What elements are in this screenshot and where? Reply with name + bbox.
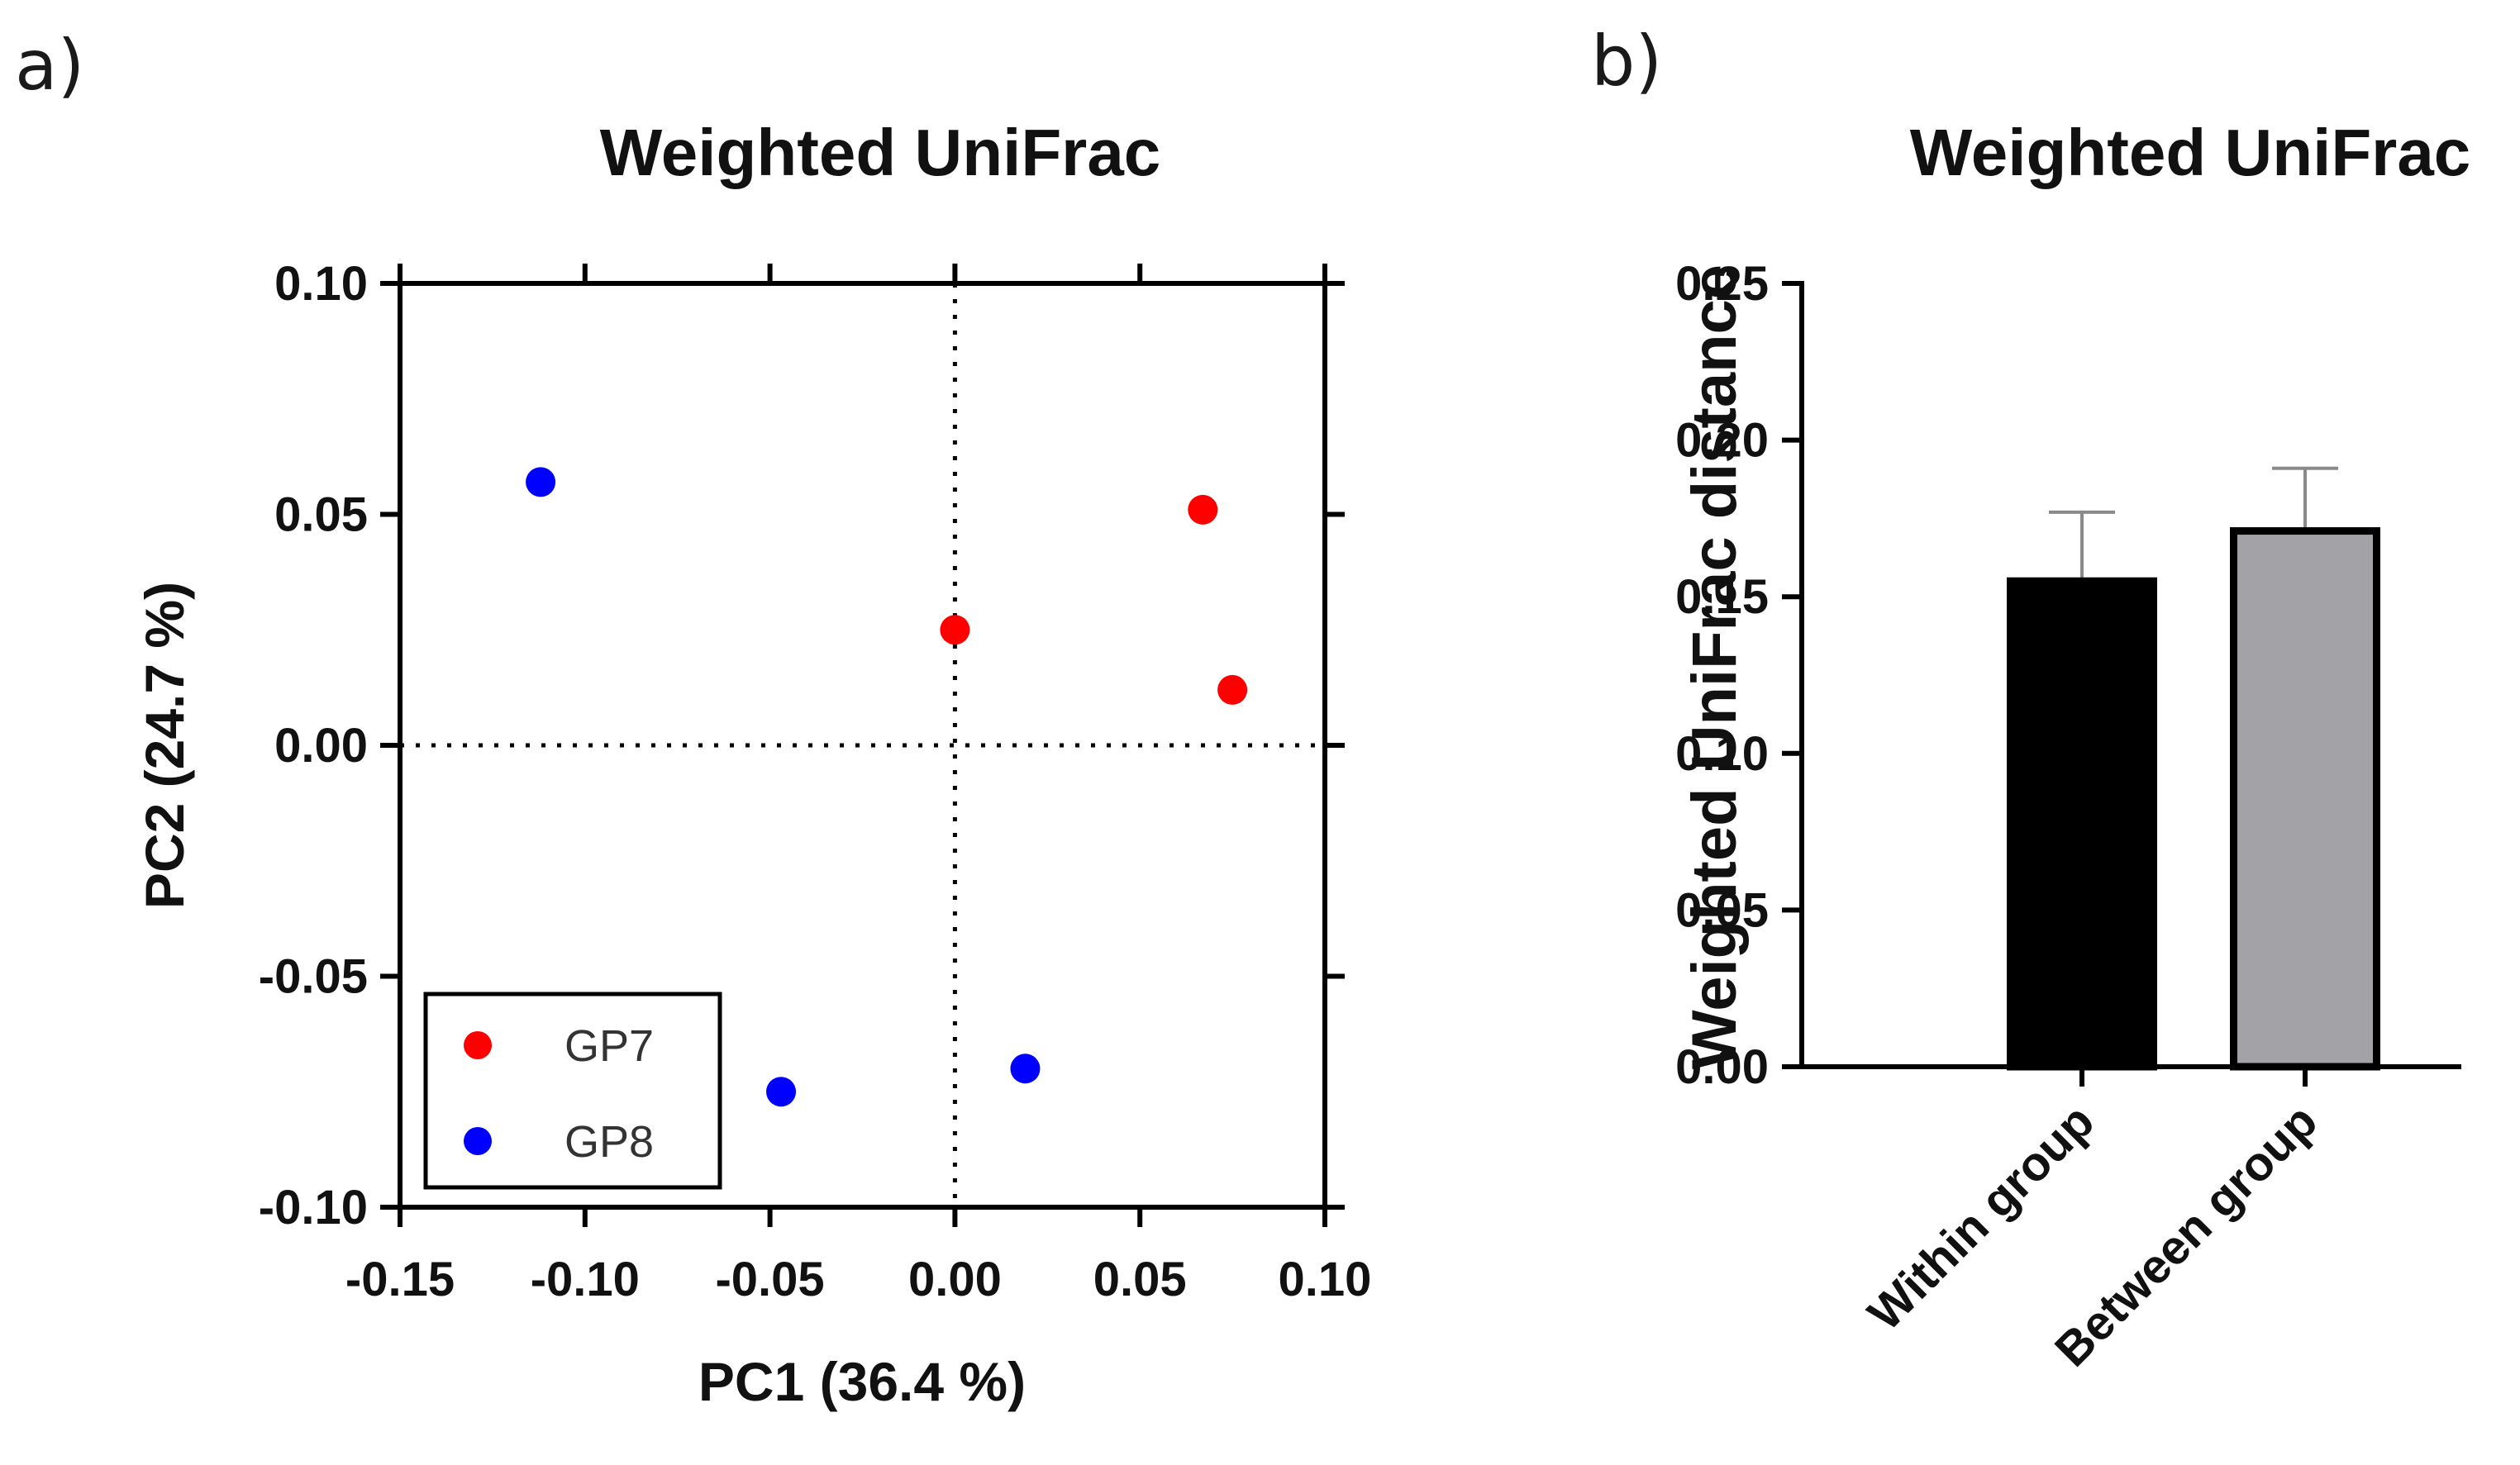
scatter-ticks: -0.15 -0.10 -0.05 0.00 0.05 0.10 0.10 0.05 0.00 -…	[259, 257, 1372, 1306]
data-point-gp8	[1010, 1054, 1041, 1084]
bar-within-group	[2007, 577, 2157, 1071]
data-point-gp8	[526, 467, 556, 497]
x-tick-label: 0.10	[1279, 1253, 1372, 1306]
legend-marker-gp8	[464, 1127, 492, 1155]
x-tick-label: 0.00	[908, 1253, 1002, 1306]
x-tick-label: -0.10	[531, 1253, 640, 1306]
bar-marks	[2007, 466, 2380, 1071]
legend-label-gp8: GP8	[564, 1117, 654, 1167]
data-point-gp7	[1217, 674, 1248, 705]
bar-y-tick-label: 0.25	[1675, 257, 1769, 311]
data-point-gp8	[766, 1077, 797, 1107]
bar-y-tick-label: 0.05	[1675, 883, 1769, 937]
scatter-x-axis-title: PC1 (36.4 %)	[698, 1351, 1026, 1412]
x-tick-label: -0.05	[715, 1253, 824, 1306]
bar-category-label: Within group	[1858, 1094, 2104, 1340]
panel-label-a: a)	[15, 25, 84, 106]
bar-between-group	[2230, 527, 2380, 1071]
scatter-y-axis-title: PC2 (24.7 %)	[134, 582, 195, 909]
bar-title: Weighted UniFrac	[1910, 116, 2471, 189]
panel-label-b: b)	[1591, 21, 1662, 102]
legend-marker-gp7	[464, 1031, 492, 1059]
scatter-plot: -0.15 -0.10 -0.05 0.00 0.05 0.10 0.10 0.05 0.00 -…	[259, 257, 1372, 1306]
x-tick-label: -0.15	[345, 1253, 455, 1306]
y-tick-label: 0.00	[274, 719, 368, 773]
bar-y-tick-label: 0.15	[1675, 570, 1769, 624]
data-point-gp7	[1188, 494, 1218, 525]
data-point-gp7	[940, 615, 970, 645]
bar-y-tick-label: 0.20	[1675, 414, 1769, 468]
bar-y-tick-label: 0.00	[1675, 1040, 1769, 1094]
y-tick-label: 0.10	[274, 257, 368, 311]
y-tick-label: -0.10	[259, 1181, 368, 1234]
scatter-legend: GP7 GP8	[423, 992, 722, 1190]
bar-y-tick-label: 0.10	[1675, 727, 1769, 781]
scatter-points	[526, 467, 1248, 1107]
scatter-reference-lines	[400, 283, 1325, 1207]
legend-box	[423, 992, 722, 1190]
bar-y-axis-title: Weighted UniFrac distance	[1679, 264, 1750, 1069]
y-tick-label: -0.05	[259, 950, 368, 1004]
legend-label-gp7: GP7	[564, 1021, 654, 1071]
x-tick-label: 0.05	[1093, 1253, 1187, 1306]
scatter-title: Weighted UniFrac	[600, 116, 1161, 189]
y-tick-label: 0.05	[274, 488, 368, 542]
